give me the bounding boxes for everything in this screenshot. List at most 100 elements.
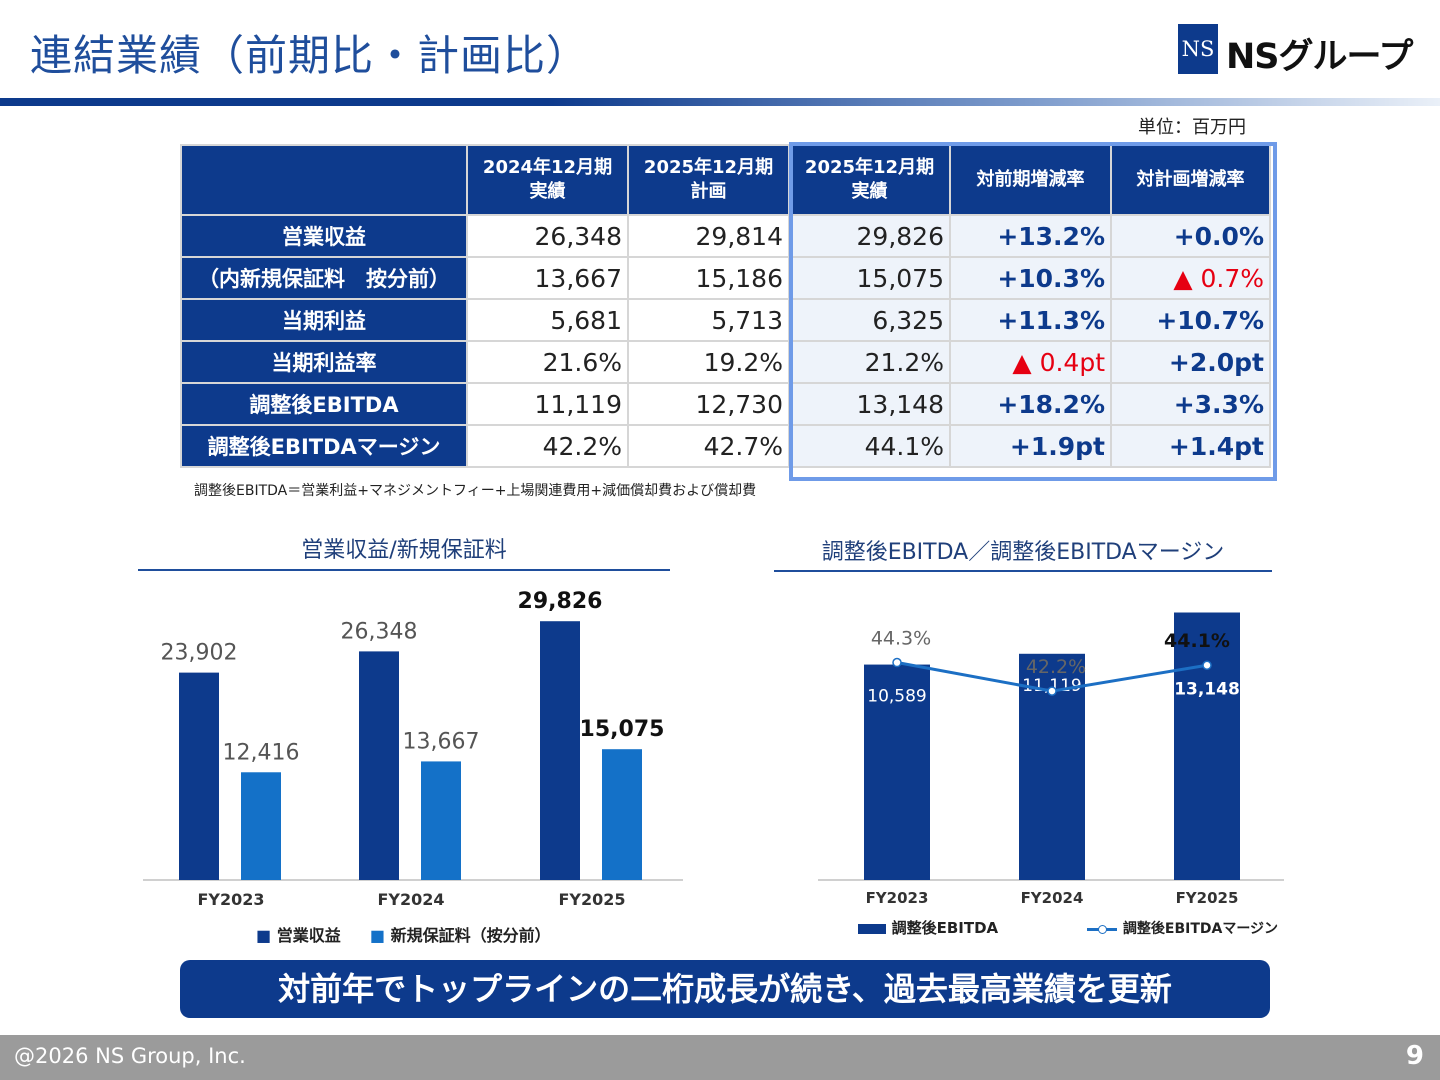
- cell-fy2025-plan: 19.2%: [627, 340, 790, 384]
- bar-revenue-fy2025: [540, 621, 580, 880]
- table-header-cell: 2025年12月期 計画: [627, 144, 790, 216]
- x-tick-label: FY2023: [866, 889, 929, 907]
- cell-vs-plan-change: +1.4pt: [1110, 424, 1271, 468]
- legend-label-revenue: 営業収益: [276, 926, 341, 945]
- margin-point-fy2025: [1202, 660, 1212, 670]
- x-tick-label: FY2024: [377, 890, 444, 909]
- cell-fy2024-actual: 11,119: [466, 382, 629, 426]
- cell-fy2024-actual: 42.2%: [466, 424, 629, 468]
- logo-text: NSグループ: [1226, 37, 1413, 77]
- revenue-chart: 23,902 12,416 FY2023 26,348 13,667 FY2024 29,8…: [143, 589, 683, 909]
- cell-yoy-change: ▲ 0.4pt: [949, 340, 1112, 384]
- cell-vs-plan-change: +3.3%: [1110, 382, 1271, 426]
- chart2-title: 調整後EBITDA／調整後EBITDAマージン: [821, 540, 1225, 565]
- data-label-ebitda-fy2024: 11,119: [1022, 676, 1081, 696]
- unit-label: 単位：百万円: [1138, 117, 1246, 138]
- financial-table: 2024年12月期 実績 2025年12月期 計画 2025年12月期 実績 対…: [180, 144, 1271, 468]
- table-row: 調整後EBITDA 11,119 12,730 13,148 +18.2% +3.3%: [180, 382, 1271, 426]
- data-label-revenue-fy2024: 26,348: [341, 619, 418, 644]
- row-label: 調整後EBITDA: [180, 382, 468, 426]
- cell-vs-plan-change: +0.0%: [1110, 214, 1271, 258]
- data-label-margin-fy2024: 42.2%: [1026, 656, 1086, 678]
- data-label-new-fee-fy2025: 15,075: [580, 717, 665, 742]
- cell-fy2024-actual: 13,667: [466, 256, 629, 300]
- legend-label-margin: 調整後EBITDAマージン: [1122, 921, 1279, 937]
- table-row: 営業収益 26,348 29,814 29,826 +13.2% +0.0%: [180, 214, 1271, 258]
- table-header-cell: 2024年12月期 実績: [466, 144, 629, 216]
- cell-fy2025-actual: 44.1%: [788, 424, 951, 468]
- ebitda-chart: 10,589 FY2023 11,119 FY2024 13,148 FY2025 44.3…: [818, 612, 1284, 907]
- table-header-row: 2024年12月期 実績 2025年12月期 計画 2025年12月期 実績 対…: [180, 144, 1271, 216]
- row-label: （内新規保証料 按分前）: [180, 256, 468, 300]
- company-logo: NS NSグループ: [1178, 24, 1428, 78]
- chart2-title-rule: [774, 570, 1272, 572]
- cell-fy2025-actual: 29,826: [788, 214, 951, 258]
- cell-yoy-change: +18.2%: [949, 382, 1112, 426]
- legend-swatch-ebitda: [858, 923, 886, 934]
- cell-yoy-change: +1.9pt: [949, 424, 1112, 468]
- table-row: 当期利益 5,681 5,713 6,325 +11.3% +10.7%: [180, 298, 1271, 342]
- bar-ebitda-fy2023: [864, 664, 930, 880]
- data-label-revenue-fy2025: 29,826: [518, 589, 603, 614]
- legend-swatch-margin-icon: [1087, 924, 1118, 934]
- table-row: 当期利益率 21.6% 19.2% 21.2% ▲ 0.4pt +2.0pt: [180, 340, 1271, 384]
- data-label-revenue-fy2023: 23,902: [161, 641, 238, 666]
- cell-yoy-change: +13.2%: [949, 214, 1112, 258]
- margin-point-fy2023: [892, 657, 902, 668]
- data-label-ebitda-fy2025: 13,148: [1174, 680, 1240, 700]
- x-tick-label: FY2025: [1176, 889, 1239, 907]
- cell-vs-plan-change: ▲ 0.7%: [1110, 256, 1271, 300]
- data-label-new-fee-fy2024: 13,667: [403, 729, 480, 754]
- row-label: 調整後EBITDAマージン: [180, 424, 468, 468]
- bar-new-fee-fy2024: [421, 761, 461, 880]
- legend-swatch-revenue: ■: [256, 926, 272, 945]
- x-tick-label: FY2025: [558, 890, 625, 909]
- cell-fy2024-actual: 26,348: [466, 214, 629, 258]
- table-row: 調整後EBITDAマージン 42.2% 42.7% 44.1% +1.9pt +1.4pt: [180, 424, 1271, 468]
- logo-mark-icon: NS: [1178, 24, 1218, 74]
- table-header-cell: [180, 144, 468, 216]
- copyright: @2026 NS Group, Inc.: [14, 1044, 246, 1068]
- cell-fy2025-actual: 21.2%: [788, 340, 951, 384]
- chart1-legend: ■ 営業収益 ■ 新規保証料（按分前）: [256, 922, 551, 946]
- chart2-legend: 調整後EBITDA 調整後EBITDAマージン: [858, 917, 1278, 938]
- cell-fy2025-actual: 15,075: [788, 256, 951, 300]
- margin-point-fy2024: [1047, 686, 1057, 696]
- row-label: 当期利益率: [180, 340, 468, 384]
- cell-fy2025-plan: 5,713: [627, 298, 790, 342]
- chart1-title-rule: [138, 569, 670, 571]
- data-label-ebitda-fy2023: 10,589: [867, 687, 926, 707]
- bar-ebitda-fy2025: [1174, 612, 1240, 880]
- bar-new-fee-fy2023: [241, 772, 281, 880]
- table-header-cell: 対前期増減率: [949, 144, 1112, 216]
- footer-bar: @2026 NS Group, Inc. 9: [0, 1035, 1440, 1080]
- legend-label-new-fee: 新規保証料（按分前）: [390, 926, 551, 945]
- page-title: 連結業績（前期比・計画比）: [30, 31, 590, 80]
- data-label-new-fee-fy2023: 12,416: [223, 740, 300, 765]
- bar-new-fee-fy2025: [602, 749, 642, 880]
- footnote: 調整後EBITDA＝営業利益+マネジメントフィー+上場関連費用+減価償却費および…: [194, 483, 757, 499]
- cell-fy2025-actual: 6,325: [788, 298, 951, 342]
- cell-vs-plan-change: +2.0pt: [1110, 340, 1271, 384]
- cell-fy2024-actual: 5,681: [466, 298, 629, 342]
- chart1-title: 営業収益/新規保証料: [301, 538, 507, 563]
- table-row: （内新規保証料 按分前） 13,667 15,186 15,075 +10.3% ▲ 0.…: [180, 256, 1271, 300]
- data-label-margin-fy2023: 44.3%: [871, 628, 931, 650]
- cell-yoy-change: +10.3%: [949, 256, 1112, 300]
- cell-vs-plan-change: +10.7%: [1110, 298, 1271, 342]
- legend-label-ebitda: 調整後EBITDA: [891, 919, 999, 937]
- cell-fy2025-plan: 29,814: [627, 214, 790, 258]
- header-rule: [0, 98, 1440, 106]
- row-label: 営業収益: [180, 214, 468, 258]
- bar-revenue-fy2024: [359, 651, 399, 880]
- cell-fy2025-plan: 15,186: [627, 256, 790, 300]
- x-tick-label: FY2024: [1021, 889, 1084, 907]
- table-header-cell: 2025年12月期 実績: [788, 144, 951, 216]
- bar-revenue-fy2023: [179, 672, 219, 880]
- page-number: 9: [1405, 1041, 1424, 1071]
- data-label-margin-fy2025: 44.1%: [1164, 630, 1230, 652]
- cell-yoy-change: +11.3%: [949, 298, 1112, 342]
- cell-fy2025-plan: 42.7%: [627, 424, 790, 468]
- cell-fy2025-actual: 13,148: [788, 382, 951, 426]
- summary-banner: 対前年でトップラインの二桁成長が続き、過去最高業績を更新: [180, 960, 1270, 1018]
